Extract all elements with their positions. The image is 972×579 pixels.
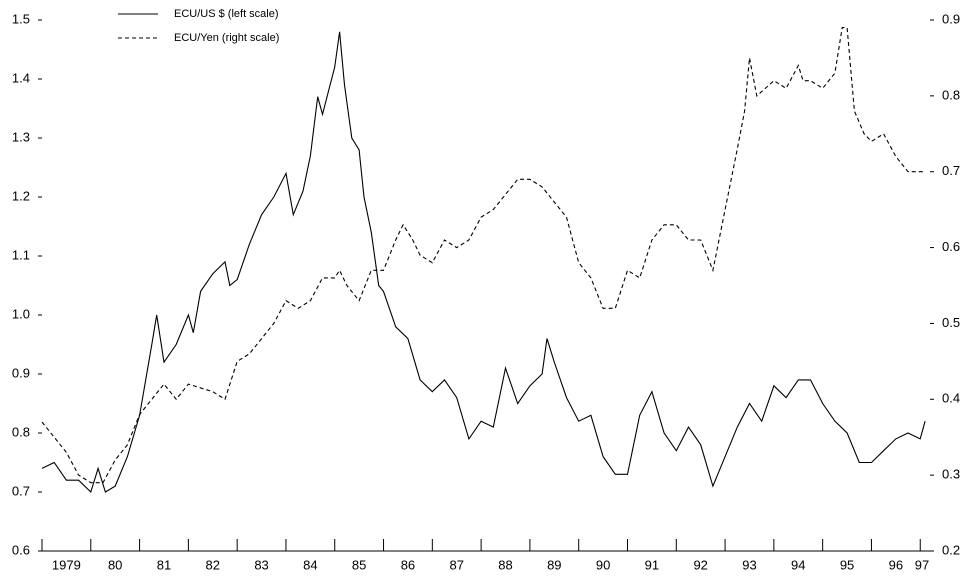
y2-tick-label: 0.8 xyxy=(942,87,960,102)
y-tick-label: 0.7 xyxy=(12,483,30,498)
y-tick-label: 0.9 xyxy=(12,365,30,380)
x-tick-label: 94 xyxy=(791,557,805,572)
y2-tick-label: 0.6 xyxy=(942,239,960,254)
y-tick-label: 0.6 xyxy=(12,542,30,557)
x-tick-label: 87 xyxy=(449,557,463,572)
legend-label: ECU/US $ (left scale) xyxy=(174,8,279,20)
y2-tick-label: 0.3 xyxy=(942,467,960,482)
x-tick-label: 91 xyxy=(645,557,659,572)
y2-tick-label: 0.2 xyxy=(942,542,960,557)
x-tick-label: 80 xyxy=(108,557,122,572)
y-tick-label: 1.2 xyxy=(12,188,30,203)
x-tick-label: 81 xyxy=(157,557,171,572)
y-tick-label: 0.8 xyxy=(12,424,30,439)
x-tick-label: 82 xyxy=(206,557,220,572)
x-tick-label: 92 xyxy=(693,557,707,572)
y-tick-label: 1.1 xyxy=(12,247,30,262)
y-tick-label: 1.4 xyxy=(12,70,30,85)
x-tick-label: 97 xyxy=(915,557,929,572)
x-tick-label: 84 xyxy=(303,557,317,572)
y2-tick-label: 0.4 xyxy=(942,391,960,406)
x-tick-label: 93 xyxy=(742,557,756,572)
x-tick-label: 83 xyxy=(254,557,268,572)
x-tick-label: 88 xyxy=(498,557,512,572)
y2-tick-label: 0.9 xyxy=(942,11,960,26)
y-tick-label: 1.5 xyxy=(12,11,30,26)
x-tick-label: 96 xyxy=(889,557,903,572)
x-tick-label: 85 xyxy=(352,557,366,572)
y2-tick-label: 0.5 xyxy=(942,315,960,330)
y-tick-label: 1.3 xyxy=(12,129,30,144)
series-line xyxy=(41,27,926,484)
series-line xyxy=(41,31,926,494)
x-tick-label: 95 xyxy=(840,557,854,572)
legend: ECU/US $ (left scale) ECU/Yen (right scal… xyxy=(118,8,279,44)
x-tick-label: 86 xyxy=(401,557,415,572)
x-tick-label: 90 xyxy=(596,557,610,572)
y-tick-label: 1.0 xyxy=(12,306,30,321)
x-tick-label: 1979 xyxy=(52,557,81,572)
y2-tick-label: 0.7 xyxy=(942,163,960,178)
x-tick-label: 89 xyxy=(547,557,561,572)
legend-label: ECU/Yen (right scale) xyxy=(174,32,279,44)
